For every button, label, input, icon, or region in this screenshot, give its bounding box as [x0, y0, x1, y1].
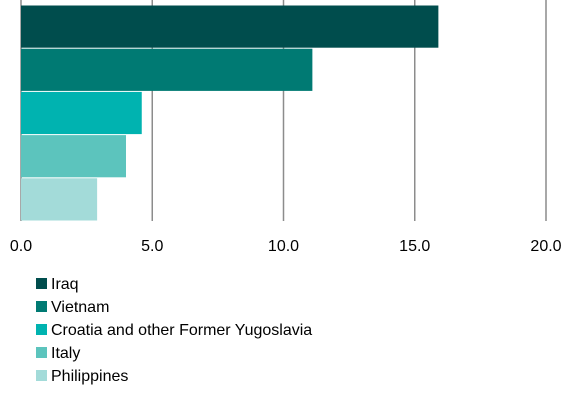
- legend-label: Vietnam: [51, 299, 109, 316]
- legend-swatch: [36, 301, 47, 312]
- legend-label: Iraq: [51, 276, 79, 293]
- legend-label: Italy: [51, 345, 80, 362]
- x-tick-label: 10.0: [268, 238, 299, 255]
- x-tick-label: 5.0: [141, 238, 163, 255]
- bar: [21, 135, 126, 178]
- legend-swatch: [36, 347, 47, 358]
- legend-swatch: [36, 324, 47, 335]
- legend-swatch: [36, 278, 47, 289]
- bar: [21, 178, 98, 221]
- legend-swatch: [36, 370, 47, 381]
- legend-label: Philippines: [51, 368, 128, 385]
- bar: [21, 48, 313, 91]
- legend-label: Croatia and other Former Yugoslavia: [51, 322, 312, 339]
- x-tick-label: 20.0: [530, 238, 561, 255]
- bar: [21, 5, 439, 48]
- x-tick-label: 0.0: [10, 238, 32, 255]
- x-tick-label: 15.0: [399, 238, 430, 255]
- bar: [21, 91, 142, 135]
